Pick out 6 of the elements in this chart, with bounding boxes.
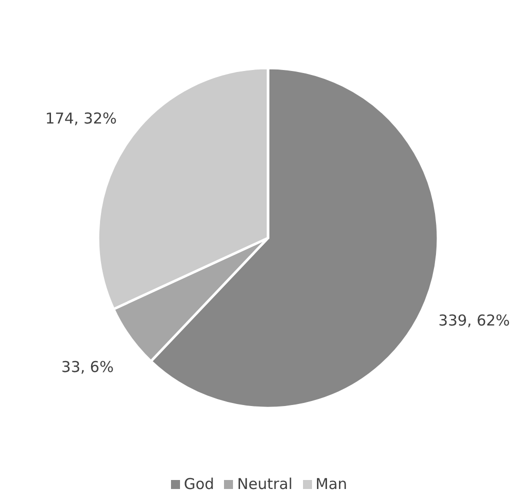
legend-label: Man bbox=[316, 475, 348, 493]
data-label: 174, 32% bbox=[45, 109, 117, 128]
legend-label: Neutral bbox=[237, 475, 293, 493]
data-label: 339, 62% bbox=[438, 311, 510, 330]
data-label: 33, 6% bbox=[61, 358, 114, 376]
legend-label: God bbox=[184, 475, 214, 493]
